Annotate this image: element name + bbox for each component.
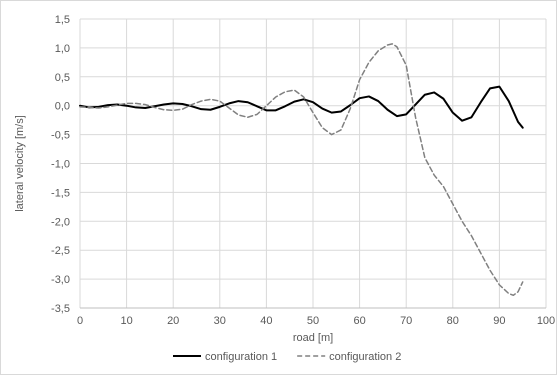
grid-lines bbox=[79, 18, 547, 309]
x-tick-label: 60 bbox=[353, 315, 365, 327]
x-tick-label: 50 bbox=[307, 315, 319, 327]
x-tick-label: 0 bbox=[77, 315, 83, 327]
y-tick-label: 0,5 bbox=[55, 72, 70, 84]
x-tick-label: 80 bbox=[447, 315, 459, 327]
x-tick-label: 20 bbox=[167, 315, 179, 327]
y-tick-label: 1,5 bbox=[55, 14, 70, 26]
series-line-configuration-2 bbox=[79, 43, 524, 297]
y-tick-label: -0,5 bbox=[51, 130, 70, 142]
series-line-configuration-1 bbox=[79, 85, 524, 129]
y-tick-label: 1,0 bbox=[55, 43, 70, 55]
legend-label-configuration-1: configuration 1 bbox=[205, 351, 277, 363]
y-tick-label: -1,0 bbox=[51, 159, 70, 171]
x-tick-label: 90 bbox=[493, 315, 505, 327]
x-tick-label: 10 bbox=[120, 315, 132, 327]
x-tick-label: 40 bbox=[260, 315, 272, 327]
x-tick-label: 70 bbox=[400, 315, 412, 327]
y-tick-label: -2,0 bbox=[51, 216, 70, 228]
y-tick-label: -1,5 bbox=[51, 187, 70, 199]
legend-label-configuration-2: configuration 2 bbox=[329, 351, 401, 363]
y-tick-label: -3,0 bbox=[51, 274, 70, 286]
legend: configuration 1 configuration 2 bbox=[173, 351, 401, 363]
tick-labels: 0 10 20 30 40 50 60 70 80 90 100 1,5 1,0 0,5 0,0 -0,5 -1… bbox=[51, 14, 555, 327]
y-tick-label: 0,0 bbox=[55, 101, 70, 113]
y-axis-title: lateral velocity [m/s] bbox=[14, 115, 26, 212]
x-axis-title: road [m] bbox=[293, 332, 333, 344]
y-tick-label: -2,5 bbox=[51, 245, 70, 257]
x-tick-label: 30 bbox=[214, 315, 226, 327]
y-tick-label: -3,5 bbox=[51, 303, 70, 315]
x-tick-label: 100 bbox=[537, 315, 555, 327]
series-lines bbox=[79, 43, 524, 297]
